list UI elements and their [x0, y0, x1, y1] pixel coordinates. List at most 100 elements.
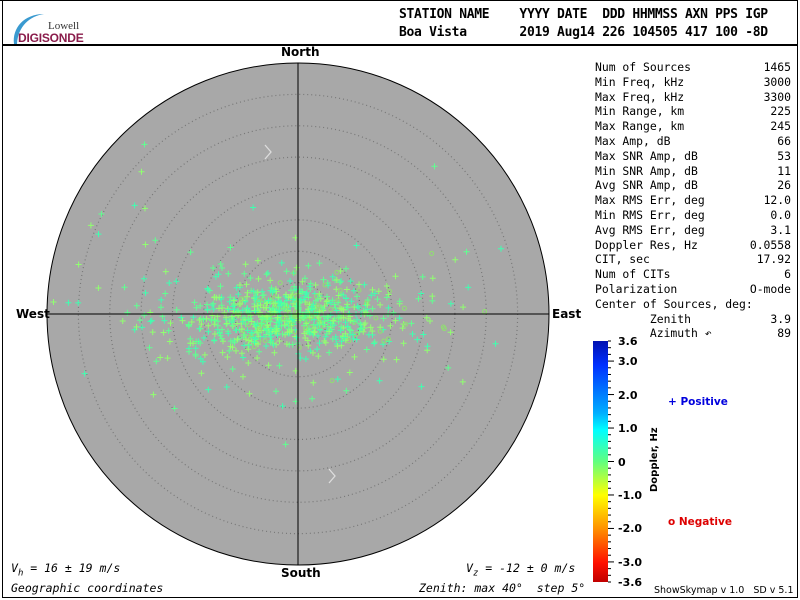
source-positive: [260, 315, 266, 322]
source-positive: [252, 321, 258, 327]
vz-readout: Vz = -12 ± 0 m/s: [466, 561, 576, 579]
source-positive: [316, 340, 323, 347]
source-positive: [283, 291, 289, 298]
source-positive: [354, 316, 361, 323]
stat-label: Min RMS Err, deg: [595, 207, 705, 222]
source-negative: [257, 327, 262, 333]
logo-lowell: Lowell: [48, 20, 80, 32]
source-positive: [227, 338, 234, 345]
source-positive: [150, 391, 157, 398]
source-positive: [229, 366, 236, 372]
source-positive: [344, 301, 351, 308]
source-positive: [340, 314, 347, 321]
source-positive: [256, 348, 263, 355]
source-positive: [187, 249, 194, 256]
source-positive: [87, 222, 94, 229]
stat-value: O-mode: [749, 281, 791, 296]
source-positive: [423, 314, 430, 321]
source-positive: [419, 273, 426, 280]
stat-value: 225: [770, 104, 791, 119]
source-positive: [238, 326, 245, 333]
source-positive: [424, 343, 431, 350]
compass-north: North: [281, 45, 320, 59]
source-positive: [306, 283, 313, 290]
source-positive: [347, 327, 354, 334]
source-positive: [205, 286, 212, 293]
source-positive: [287, 278, 294, 284]
plus-icon: +: [668, 396, 677, 408]
source-positive: [119, 318, 126, 324]
source-positive: [315, 353, 322, 360]
zenith-scale-label: Zenith: max 40° step 5°: [419, 581, 586, 595]
colorbar-title: Doppler, Hz: [649, 427, 660, 492]
source-positive: [316, 290, 323, 297]
source-positive: [343, 265, 349, 272]
source-positive: [264, 321, 271, 328]
stat-value: 53: [777, 148, 791, 163]
source-positive: [219, 326, 225, 333]
source-positive: [361, 281, 368, 288]
source-positive: [276, 319, 283, 326]
source-positive: [380, 341, 387, 348]
source-positive: [393, 356, 400, 363]
source-positive: [243, 281, 250, 288]
source-negative: [291, 270, 297, 276]
source-positive: [211, 337, 218, 344]
source-positive: [252, 340, 259, 347]
stat-label: Num of CITs: [595, 267, 671, 282]
source-positive: [321, 318, 328, 325]
source-positive: [242, 298, 248, 305]
source-positive: [360, 328, 367, 335]
source-positive: [273, 388, 279, 395]
source-positive: [274, 332, 281, 339]
source-positive: [235, 312, 242, 319]
source-positive: [310, 349, 316, 356]
source-positive: [301, 322, 308, 329]
source-positive: [463, 248, 470, 255]
logo-digisonde: DIGISONDE: [18, 31, 84, 45]
source-positive: [167, 320, 174, 327]
source-positive: [254, 257, 261, 264]
source-negative: [403, 321, 409, 327]
source-positive: [265, 297, 272, 304]
source-positive: [279, 403, 286, 410]
source-positive: [248, 329, 255, 336]
source-positive: [219, 349, 226, 356]
source-positive: [223, 384, 230, 390]
source-positive: [137, 317, 143, 324]
stat-label: Min Freq, kHz: [595, 74, 685, 89]
frame-right: [797, 0, 798, 45]
source-positive: [340, 306, 347, 313]
source-positive: [276, 362, 283, 369]
source-positive: [241, 342, 248, 349]
source-positive: [138, 168, 145, 175]
source-positive: [386, 338, 393, 345]
source-negative: [262, 338, 268, 343]
source-positive: [270, 342, 277, 348]
source-positive: [158, 304, 164, 311]
source-positive: [310, 379, 317, 386]
source-negative: [305, 317, 311, 323]
source-positive: [248, 318, 255, 325]
source-positive: [334, 343, 341, 350]
source-negative: [401, 305, 407, 311]
source-positive: [330, 317, 337, 324]
source-positive: [230, 303, 236, 310]
source-positive: [254, 355, 261, 361]
source-positive: [263, 304, 270, 311]
source-positive: [343, 387, 350, 394]
source-positive: [322, 333, 329, 340]
source-positive: [334, 376, 341, 383]
source-positive: [396, 315, 403, 322]
source-positive: [369, 305, 376, 312]
stat-label: Azimuth ↶: [595, 326, 712, 341]
source-positive: [314, 296, 321, 303]
source-positive: [326, 328, 333, 335]
source-positive: [415, 295, 422, 302]
colorbar-tick-label: -3.0: [618, 555, 643, 569]
stat-label: Zenith: [595, 311, 692, 326]
source-positive: [223, 314, 230, 321]
source-positive: [244, 293, 250, 300]
source-positive: [357, 325, 364, 332]
source-positive: [198, 370, 205, 377]
